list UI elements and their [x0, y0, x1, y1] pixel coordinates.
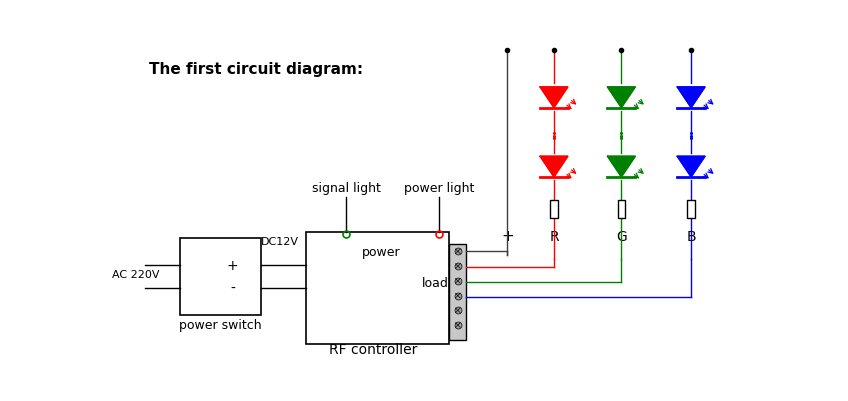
Text: G: G: [616, 229, 627, 243]
Bar: [617, 200, 625, 219]
Text: The first circuit diagram:: The first circuit diagram:: [148, 62, 363, 77]
Text: power switch: power switch: [179, 318, 261, 331]
Text: DC12V: DC12V: [261, 237, 299, 247]
Text: +: +: [501, 229, 514, 244]
Text: R: R: [550, 229, 559, 243]
Text: RF controller: RF controller: [329, 342, 417, 356]
Polygon shape: [540, 157, 568, 178]
Text: +: +: [226, 259, 238, 272]
Text: AC 220V: AC 220V: [112, 270, 159, 279]
Text: load: load: [421, 276, 449, 289]
Bar: [180, 239, 261, 316]
Text: power: power: [362, 245, 400, 258]
Bar: [687, 200, 695, 219]
Bar: [550, 200, 558, 219]
Polygon shape: [678, 157, 705, 178]
Polygon shape: [540, 88, 568, 108]
Polygon shape: [607, 88, 635, 108]
Text: signal light: signal light: [312, 181, 381, 194]
Bar: [306, 233, 449, 344]
Text: B: B: [686, 229, 696, 243]
Polygon shape: [607, 157, 635, 178]
Text: power light: power light: [404, 181, 474, 194]
Bar: [449, 244, 466, 340]
Polygon shape: [678, 88, 705, 108]
Text: -: -: [230, 282, 235, 296]
